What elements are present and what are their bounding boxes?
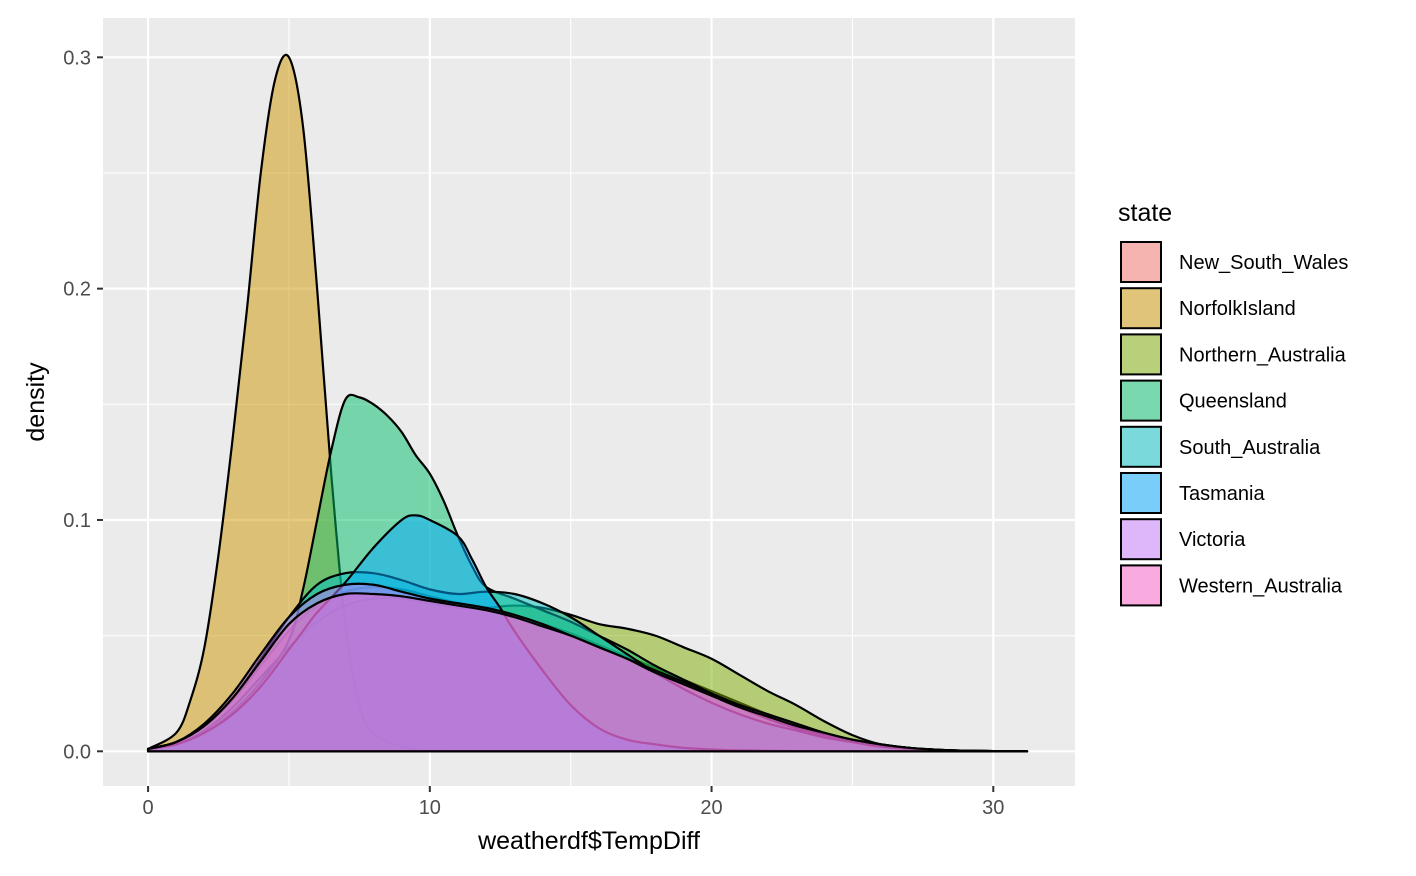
y-tick-label: 0.2	[63, 279, 91, 301]
axes: 0 10 20 30 0.0 0.1 0.2 0.3	[63, 47, 1004, 819]
legend-title: state	[1118, 199, 1172, 227]
legend: state New_South_Wales NorfolkIsland Northe…	[1118, 199, 1348, 607]
legend-swatch-northern-australia	[1120, 333, 1162, 376]
legend-swatch-victoria	[1120, 518, 1162, 561]
y-axis-title: density	[22, 362, 50, 442]
legend-swatch-queensland	[1120, 379, 1162, 422]
x-tick-label: 10	[419, 797, 441, 819]
x-tick-label: 20	[700, 797, 722, 819]
y-tick-label: 0.1	[63, 510, 91, 532]
legend-swatch-south-australia	[1120, 425, 1162, 468]
legend-swatch-tasmania	[1120, 472, 1162, 514]
legend-label-victoria: Victoria	[1179, 529, 1246, 551]
y-tick-label: 0.3	[63, 47, 91, 69]
legend-label-tasmania: Tasmania	[1179, 483, 1265, 505]
x-tick-label: 30	[982, 797, 1004, 819]
legend-label-northern-australia: Northern_Australia	[1179, 344, 1347, 366]
legend-label-western-australia: Western_Australia	[1179, 575, 1343, 597]
legend-label-new-south-wales: New_South_Wales	[1179, 252, 1348, 274]
legend-label-queensland: Queensland	[1179, 391, 1287, 413]
density-series	[146, 53, 1029, 753]
legend-swatch-new-south-wales	[1120, 241, 1162, 283]
legend-label-norfolkisland: NorfolkIsland	[1179, 298, 1296, 320]
x-axis-title: weatherdf$TempDiff	[477, 827, 700, 855]
legend-swatch-western-australia	[1120, 564, 1162, 607]
density-area-western-australia	[146, 592, 1029, 753]
legend-label-south-australia: South_Australia	[1179, 437, 1321, 459]
y-tick-label: 0.0	[63, 741, 91, 763]
x-tick-label: 0	[143, 797, 154, 819]
legend-swatch-norfolkisland	[1120, 287, 1162, 330]
